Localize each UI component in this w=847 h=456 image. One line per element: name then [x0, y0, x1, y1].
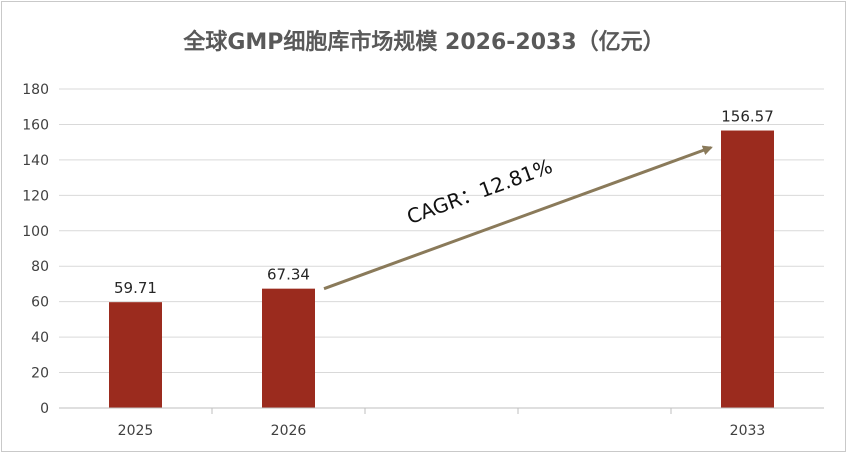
bar-2026: [262, 288, 315, 408]
gridlines: [59, 88, 824, 374]
y-tick-label: 20: [31, 366, 49, 382]
chart-title: 全球GMP细胞库市场规模 2026-2033（亿元）: [182, 29, 664, 55]
x-tick-label: 2025: [118, 423, 154, 439]
y-tick-label: 120: [22, 188, 49, 204]
y-axis: 0 20 40 60 80 100 120 140 160 180: [22, 82, 49, 417]
y-tick-label: 140: [22, 153, 49, 169]
x-tick-label: 2033: [730, 423, 766, 439]
cagr-label: CAGR：12.81%: [404, 154, 556, 229]
y-tick-label: 0: [40, 401, 49, 417]
bar-chart: 全球GMP细胞库市场规模 2026-2033（亿元） 0 20 40 60 80 100 1…: [22, 29, 824, 439]
y-tick-label: 60: [31, 295, 49, 311]
cagr-annotation: CAGR：12.81%: [323, 145, 713, 291]
cagr-arrow: [323, 145, 713, 291]
bar-2033: [721, 130, 774, 408]
x-tick-label: 2026: [271, 423, 307, 439]
bar-2025: [109, 302, 162, 408]
y-tick-label: 40: [31, 330, 49, 346]
y-tick-label: 160: [22, 117, 49, 133]
data-labels: 59.71 67.34 156.57: [114, 108, 774, 298]
y-tick-label: 180: [22, 82, 49, 98]
y-tick-label: 80: [31, 259, 49, 275]
data-label-2025: 59.71: [114, 279, 157, 297]
x-axis: 2025 2026 2033: [59, 407, 824, 439]
data-label-2033: 156.57: [721, 108, 774, 126]
data-label-2026: 67.34: [267, 266, 310, 284]
bars: [109, 130, 774, 408]
y-tick-label: 100: [22, 224, 49, 240]
